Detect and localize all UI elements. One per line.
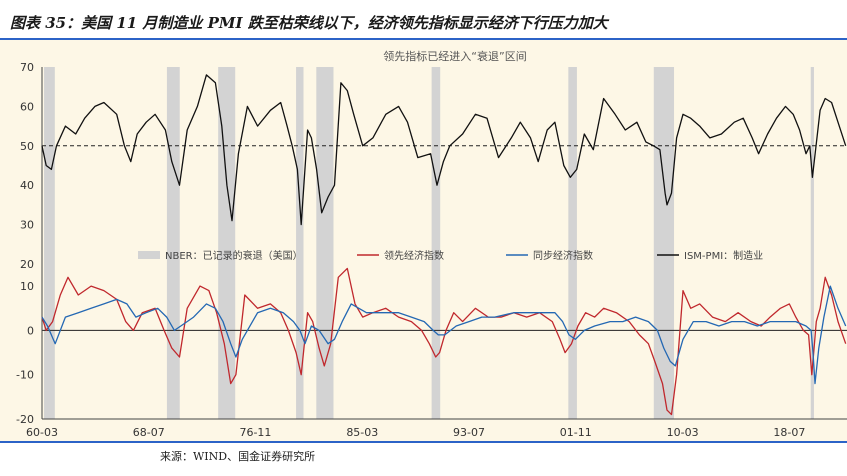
series-ism-pmi [41, 74, 847, 226]
x-tick-label: 85-03 [346, 426, 378, 439]
recession-band [296, 67, 304, 419]
legend-label: ISM-PMI：制造业 [684, 249, 763, 262]
x-tick-label: 76-11 [239, 426, 271, 439]
figure-title: 图表 35：美国 11 月制造业 PMI 跌至枯荣线以下，经济领先指标显示经济下… [10, 14, 608, 32]
recession-band [568, 67, 577, 419]
top-rule [0, 38, 847, 40]
bottom-y-tick-label: -10 [16, 369, 34, 382]
x-tick-label: 18-07 [773, 426, 805, 439]
recession-band [166, 67, 180, 419]
recession-band [218, 67, 236, 419]
x-tick-label: 10-03 [667, 426, 699, 439]
chart-svg: 70 60 50 40 30 20 10 0 -10 -20 领先指标已经进入“衰退”区间 60-03… [16, 49, 847, 439]
top-y-tick-label: 40 [20, 179, 34, 192]
x-tick-label: 01-11 [560, 426, 592, 439]
legend-swatch-recession [138, 251, 160, 259]
recession-band [44, 67, 55, 419]
top-y-tick-label: 20 [20, 258, 34, 271]
bottom-rule [0, 441, 847, 443]
recession-band [653, 67, 675, 419]
bottom-y-tick-label: -20 [16, 413, 34, 426]
recession-band [810, 67, 814, 419]
x-tick-label: 60-03 [26, 426, 58, 439]
source-note: 来源：WIND、国金证券研究所 [160, 450, 316, 463]
bottom-y-tick-label: 0 [27, 324, 34, 337]
top-panel-title: 领先指标已经进入“衰退”区间 [383, 49, 526, 63]
x-tick-label: 93-07 [453, 426, 485, 439]
bottom-y-tick-label: 10 [20, 280, 34, 293]
top-y-tick-label: 30 [20, 219, 34, 232]
top-y-tick-label: 70 [20, 61, 34, 74]
top-y-tick-label: 60 [20, 100, 34, 113]
recession-band [316, 67, 334, 419]
legend-label: 同步经济指数 [533, 249, 593, 262]
series-leading-index [41, 267, 847, 416]
plot-area: 70 60 50 40 30 20 10 0 -10 -20 领先指标已经进入“衰退”区间 60-03… [0, 40, 847, 441]
x-tick-label: 68-07 [133, 426, 165, 439]
legend-label: NBER：已记录的衰退（美国） [165, 249, 303, 262]
series-coincident-index [41, 285, 847, 385]
recession-band [431, 67, 441, 419]
top-y-tick-label: 50 [20, 140, 34, 153]
legend-label: 领先经济指数 [384, 249, 444, 262]
